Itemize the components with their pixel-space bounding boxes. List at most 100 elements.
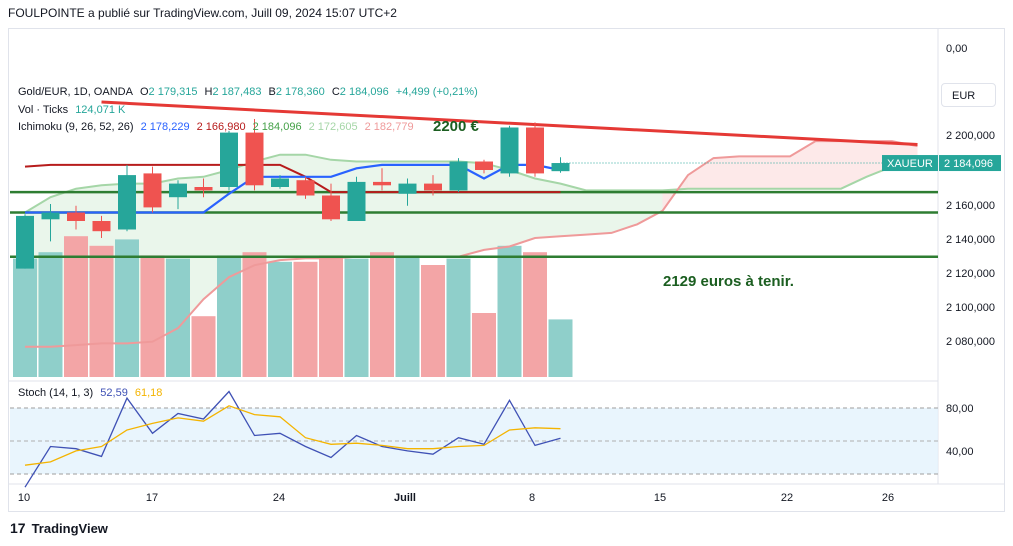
volume-bar [523, 252, 547, 377]
symbol-tag-bg [882, 155, 938, 172]
tradingview-logo-icon[interactable]: 17 [10, 520, 26, 536]
candle-body [41, 212, 60, 220]
volume-bar [13, 258, 37, 377]
high-label: H [204, 86, 213, 98]
time-axis-tick: 24 [273, 492, 285, 504]
price-axis-tick: 0,00 [946, 43, 967, 55]
volume-bar [191, 316, 216, 377]
candle-body [271, 178, 289, 187]
volume-bar [421, 265, 445, 377]
open-label: O [139, 86, 149, 98]
candle-body [67, 212, 85, 221]
candle-body [322, 195, 340, 220]
symbol-legend: Gold/EUR, 1D, OANDA O2 179,315 H2 187,48… [18, 86, 482, 98]
volume-bar [395, 255, 420, 377]
close-label: C [331, 86, 340, 98]
ichimoku-chikou-value: 2 184,096 [252, 121, 302, 133]
publisher-header: FOULPOINTE a publié sur TradingView.com,… [8, 6, 397, 20]
price-axis-tick: 2 140,000 [946, 234, 995, 246]
price-axis-tick: 2 160,000 [946, 200, 995, 212]
price-axis-tick: 2 120,000 [946, 268, 995, 280]
volume-label[interactable]: Vol · Ticks [18, 104, 69, 116]
stoch-label[interactable]: Stoch (14, 1, 3) [18, 387, 94, 399]
candle-body [92, 221, 111, 232]
footer: 17 TradingView [10, 520, 108, 536]
kumo-cloud-red [662, 141, 918, 211]
volume-bar [217, 255, 241, 377]
resistance-trendline [101, 100, 918, 146]
time-axis-tick: 15 [654, 492, 666, 504]
low-value: 2 178,360 [275, 86, 325, 98]
ichimoku-span-b-line [25, 140, 918, 348]
candle-body [169, 183, 187, 198]
volume-bar [140, 255, 165, 377]
price-axis-tick: 2 100,000 [946, 302, 995, 314]
brand-name[interactable]: TradingView [31, 520, 108, 536]
volume-bar [64, 236, 88, 377]
volume-bar [497, 245, 522, 377]
candle-body [551, 163, 570, 172]
volume-value: 124,071 K [75, 104, 126, 116]
volume-bar [472, 313, 496, 377]
kumo-cloud-green [25, 154, 688, 347]
candle-body [194, 187, 213, 191]
ichimoku-label[interactable]: Ichimoku (9, 26, 52, 26) [18, 121, 134, 133]
volume-bar [319, 255, 343, 377]
volume-bar [548, 319, 573, 377]
price-axis-tick: 2 080,000 [946, 336, 995, 348]
ichimoku-tenkan-value: 2 178,229 [140, 121, 190, 133]
change-value: +4,499 (+0,21%) [395, 86, 478, 98]
annotation-2129: 2129 euros à tenir. [663, 273, 794, 290]
last-price-tag: 2 184,096 [944, 158, 993, 170]
time-axis-tick: 22 [781, 492, 793, 504]
candle-body [143, 173, 162, 208]
candle-body [16, 215, 34, 269]
low-label: B [268, 86, 276, 98]
candle-body [475, 161, 493, 170]
ichimoku-kijun-value: 2 166,980 [196, 121, 246, 133]
time-axis-tick: 8 [529, 492, 535, 504]
candle-body [245, 132, 264, 186]
candle-body [526, 127, 544, 174]
close-value: 2 184,096 [339, 86, 389, 98]
volume-bar [446, 258, 471, 377]
candle-body [449, 161, 468, 191]
candle-body [347, 181, 366, 221]
open-value: 2 179,315 [148, 86, 198, 98]
candle-body [118, 175, 136, 230]
candle-body [373, 181, 391, 186]
stoch-legend: Stoch (14, 1, 3) 52,59 61,18 [18, 387, 166, 399]
chart-frame[interactable] [8, 28, 1005, 512]
time-axis-tick: 17 [146, 492, 158, 504]
time-axis-tick: 10 [18, 492, 30, 504]
volume-bar [38, 252, 63, 377]
currency-unit-button[interactable]: EUR [941, 83, 996, 107]
stoch-k-line [24, 390, 561, 488]
candle-body [500, 127, 519, 174]
volume-legend: Vol · Ticks 124,071 K [18, 104, 129, 116]
volume-bar [242, 252, 267, 377]
price-axis-tick: 2 200,000 [946, 130, 995, 142]
stoch-k-value: 52,59 [100, 387, 128, 399]
volume-bar [268, 261, 292, 377]
volume-bar [89, 245, 114, 377]
high-value: 2 187,483 [212, 86, 262, 98]
time-axis-tick: Juill [394, 492, 416, 504]
volume-bar [370, 252, 394, 377]
candle-body [296, 180, 315, 196]
stoch-axis-tick: 80,00 [946, 403, 974, 415]
ichimoku-tenkan-line [25, 163, 561, 214]
ichimoku-span-a-line [24, 153, 918, 214]
symbol-tag: XAUEUR [887, 158, 933, 170]
stoch-d-line [24, 405, 561, 466]
ichimoku-span-a-value: 2 172,605 [308, 121, 358, 133]
publisher-text: FOULPOINTE a publié sur TradingView.com,… [8, 6, 397, 20]
candle-body [220, 132, 238, 187]
symbol-name[interactable]: Gold/EUR, 1D, OANDA [18, 86, 133, 98]
candle-body [424, 183, 442, 191]
volume-bar [344, 258, 369, 377]
volume-bar [115, 239, 139, 377]
annotation-2200: 2200 € [433, 118, 480, 135]
ichimoku-legend: Ichimoku (9, 26, 52, 26) 2 178,229 2 166… [18, 121, 418, 133]
